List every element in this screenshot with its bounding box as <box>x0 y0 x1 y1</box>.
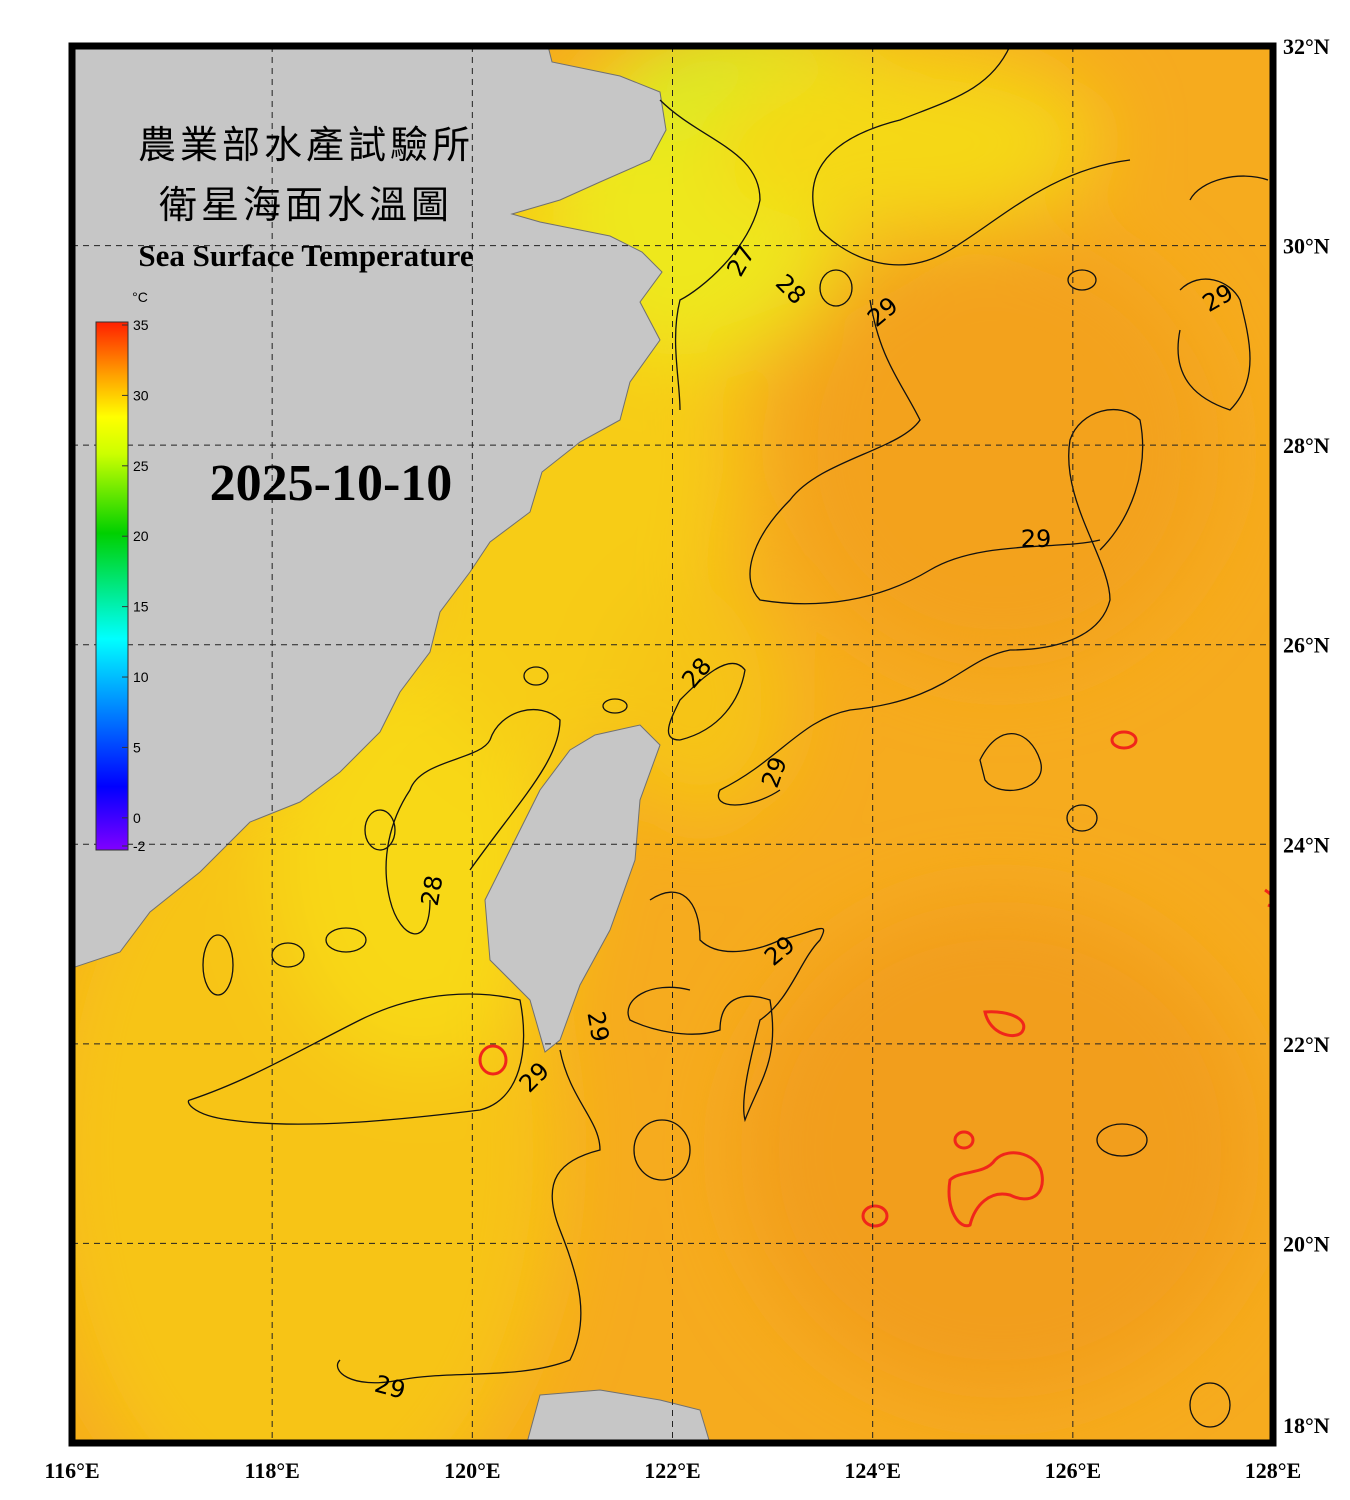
colorbar-tick-label: 10 <box>133 669 149 685</box>
title-zh: 農業部水產試驗所 <box>138 123 474 167</box>
lon-label: 120°E <box>444 1458 500 1483</box>
colorbar-tick-label: 5 <box>133 739 141 755</box>
lat-label: 30°N <box>1283 234 1330 259</box>
lat-label: 32°N <box>1283 34 1330 59</box>
contour-label: 29 <box>581 1009 614 1044</box>
colorbar-tick-label: 35 <box>133 317 149 333</box>
lon-label: 126°E <box>1045 1458 1101 1483</box>
contour-label: 28 <box>416 873 449 908</box>
map-frame <box>68 42 1277 1447</box>
colorbar-tick-label: 30 <box>133 387 149 403</box>
land <box>72 46 711 1443</box>
contour-label: 29 <box>1021 525 1052 553</box>
title-en: Sea Surface Temperature <box>138 238 473 273</box>
lon-label: 122°E <box>644 1458 700 1483</box>
lat-label: 18°N <box>1283 1413 1330 1438</box>
colorbar-tick-label: -2 <box>133 838 146 854</box>
colorbar-tick-label: 15 <box>133 599 149 615</box>
lat-label: 20°N <box>1283 1231 1330 1256</box>
map-area: 27 28 29 29 29 28 29 28 29 29 29 29 <box>72 46 1273 1443</box>
lon-label: 124°E <box>844 1458 900 1483</box>
lat-label: 24°N <box>1283 832 1330 857</box>
colorbar-tick-label: 25 <box>133 458 149 474</box>
colorbar-tick-label: 0 <box>133 810 141 826</box>
date: 2025-10-10 <box>210 455 453 512</box>
colorbar-unit: °C <box>132 289 148 305</box>
lat-label: 22°N <box>1283 1032 1330 1057</box>
lat-label: 28°N <box>1283 433 1330 458</box>
graticule <box>72 46 1273 1443</box>
contours <box>187 46 1269 1428</box>
colorbar <box>95 321 129 851</box>
lat-label: 26°N <box>1283 633 1330 658</box>
lon-label: 128°E <box>1245 1458 1301 1483</box>
subtitle-zh: 衛星海面水溫圖 <box>159 183 453 227</box>
colorbar-tick-label: 20 <box>133 528 149 544</box>
lon-label: 116°E <box>44 1458 99 1483</box>
axis-labels: 116°E 118°E 120°E 122°E 124°E 126°E 128°E 32°N 3… <box>44 34 1329 1483</box>
lon-label: 118°E <box>245 1458 300 1483</box>
